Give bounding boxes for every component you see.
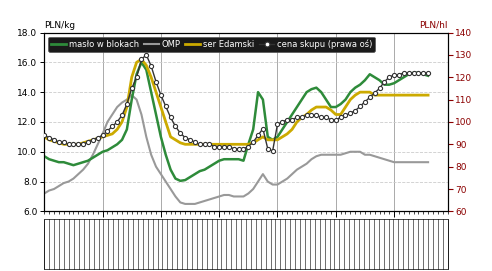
FancyBboxPatch shape: [44, 218, 448, 269]
Text: PLN/kg: PLN/kg: [44, 21, 75, 30]
Legend: masło w blokach, OMP, ser Edamski, cena skupu (prawa oś): masło w blokach, OMP, ser Edamski, cena …: [48, 37, 375, 52]
Text: PLN/hl: PLN/hl: [419, 21, 448, 30]
